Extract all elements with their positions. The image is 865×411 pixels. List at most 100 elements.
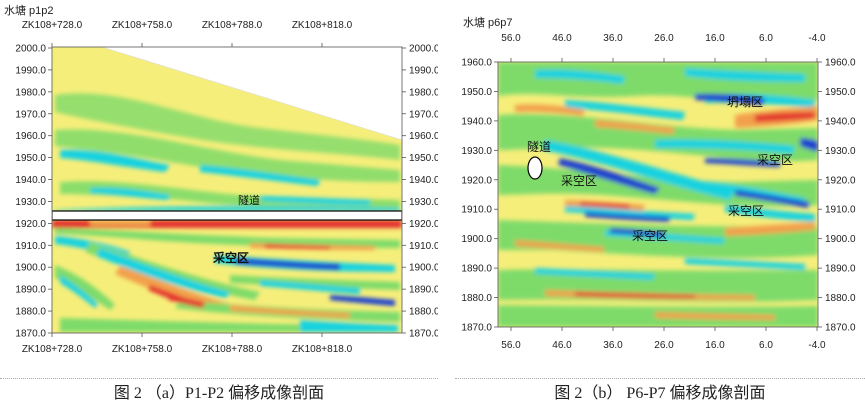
- figure-b-left-tick-label: 1870.0: [461, 323, 492, 334]
- figure-b-anomalies: [498, 62, 818, 327]
- figure-b-svg: 水塘 p6p7 56.0 46.0 36.0 26.0 16.0 6.0 -4.0 56.0…: [461, 15, 856, 351]
- figure-b-top-tick-label: 16.0: [705, 33, 725, 44]
- figure-a-left-tick-label: 1910.0: [15, 241, 46, 252]
- figure-b-image: [498, 62, 818, 327]
- figure-b-right-tick-label: 1890.0: [825, 264, 856, 275]
- figure-a-right-tick-label: 1970.0: [409, 109, 438, 120]
- figure-a-left-tick-label: 1960.0: [15, 131, 46, 142]
- figure-a-right-tick-label: 1930.0: [409, 197, 438, 208]
- figure-a-bottom-tick-label: ZK108+728.0: [22, 344, 83, 355]
- figure-b-left-tick-label: 1920.0: [461, 175, 492, 186]
- figure-b-top-tick-label: 36.0: [603, 33, 623, 44]
- figure-a-left-tick-label: 1880.0: [15, 307, 46, 318]
- figure-a-right-tick-label: 1960.0: [409, 131, 438, 142]
- figure-b-collapse-label: 坍塌区: [727, 95, 763, 109]
- figure-b-left-tick-label: 1960.0: [461, 58, 492, 69]
- figure-b-left-tick-label: 1930.0: [461, 146, 492, 157]
- figure-b-bottom-tick-label: 56.0: [501, 340, 521, 351]
- figure-b-left-tick-label: 1890.0: [461, 264, 492, 275]
- figure-b-left-y-ticks: 1960.0 1950.0 1940.0 1930.0 1920.0 1910.0 1900…: [461, 58, 498, 334]
- figure-a-top-tick-label: ZK108+818.0: [292, 20, 353, 31]
- figure-b-right-tick-label: 1960.0: [825, 58, 856, 69]
- figure-a-bottom-tick-label: ZK108+788.0: [202, 344, 263, 355]
- figure-b-bottom-tick-label: 26.0: [654, 340, 674, 351]
- figure-b-top-tick-label: 26.0: [654, 33, 674, 44]
- figure-b-right-tick-label: 1870.0: [825, 323, 856, 334]
- figure-a-left-tick-label: 1980.0: [15, 87, 46, 98]
- figure-b-right-tick-label: 1900.0: [825, 234, 856, 245]
- figure-a-title: 水塘 p1p2: [4, 3, 54, 17]
- figure-a-top-ticks: ZK108+728.0 ZK108+758.0 ZK108+788.0 ZK108+8…: [22, 20, 353, 47]
- figure-b-right-tick-label: 1880.0: [825, 293, 856, 304]
- figure-b-goaf-label-3: 采空区: [728, 204, 764, 218]
- figure-a-top-tick-label: ZK108+758.0: [112, 20, 173, 31]
- figure-a-bottom-ticks: ZK108+728.0 ZK108+758.0 ZK108+788.0 ZK108+8…: [22, 333, 353, 355]
- figure-a-caption: 图 2 （a）P1-P2 偏移成像剖面: [0, 378, 438, 409]
- figure-a-right-tick-label: 1920.0: [409, 219, 438, 230]
- figure-b-bottom-tick-label: 16.0: [705, 340, 725, 351]
- figure-a-left-tick-label: 1870.0: [15, 329, 46, 340]
- figure-a-right-tick-label: 1900.0: [409, 263, 438, 274]
- figure-a-unimaged-area: [52, 47, 402, 140]
- figure-b-goaf-label-1: 采空区: [757, 153, 793, 167]
- figure-a-right-tick-label: 1910.0: [409, 241, 438, 252]
- figure-a-svg: 水塘 p1p2 ZK108+728.0 ZK108+758.0 ZK108+788.…: [4, 3, 440, 355]
- figure-b-tunnel-label: 隧道: [527, 139, 551, 154]
- figure-a-right-tick-label: 1950.0: [409, 153, 438, 164]
- figure-a-tunnel-label: 隧道: [238, 193, 260, 207]
- figure-a-top-tick-label: ZK108+728.0: [22, 20, 83, 31]
- figure-a-top-tick-label: ZK108+788.0: [202, 20, 263, 31]
- figure-b-frame: [497, 61, 819, 328]
- figure-b: 水塘 p6p7 56.0 46.0 36.0 26.0 16.0 6.0 -4.0 56.0…: [455, 0, 865, 375]
- figure-a-lower-anomalies: [52, 220, 402, 332]
- figure-b-bottom-tick-label: 36.0: [603, 340, 623, 351]
- figure-b-tunnel-marker: [527, 156, 543, 180]
- figure-b-top-tick-label: -4.0: [808, 33, 826, 44]
- figure-a-image: [52, 47, 402, 333]
- figure-a-right-tick-label: 1890.0: [409, 285, 438, 296]
- figure-a-left-tick-label: 1900.0: [15, 263, 46, 274]
- figure-b-top-tick-label: 46.0: [552, 33, 572, 44]
- figure-b-bottom-tick-label: 46.0: [552, 340, 572, 351]
- figure-b-left-tick-label: 1900.0: [461, 234, 492, 245]
- figure-a-left-tick-label: 2000.0: [15, 44, 46, 55]
- figure-a: 水塘 p1p2 ZK108+728.0 ZK108+758.0 ZK108+788.…: [0, 0, 440, 375]
- figure-b-right-tick-label: 1910.0: [825, 205, 856, 216]
- figure-a-right-tick-label: 1980.0: [409, 87, 438, 98]
- figure-a-frame: [51, 46, 403, 334]
- figure-a-left-y-ticks: 2000.0 1990.0 1980.0 1970.0 1960.0 1950.0 1940…: [15, 44, 52, 340]
- figure-a-right-tick-label: 2000.0: [409, 44, 438, 55]
- figure-a-bottom-tick-label: ZK108+818.0: [292, 344, 353, 355]
- figure-a-left-tick-label: 1930.0: [15, 197, 46, 208]
- figure-b-goaf-label-4: 采空区: [632, 229, 668, 243]
- figure-b-top-ticks: 56.0 46.0 36.0 26.0 16.0 6.0 -4.0: [501, 33, 826, 62]
- figure-b-left-tick-label: 1950.0: [461, 87, 492, 98]
- figure-a-right-tick-label: 1870.0: [409, 329, 438, 340]
- figure-a-left-tick-label: 1890.0: [15, 285, 46, 296]
- figure-b-left-tick-label: 1910.0: [461, 205, 492, 216]
- figure-b-caption: 图 2（b） P6-P7 偏移成像剖面: [455, 378, 865, 409]
- figure-a-bottom-tick-label: ZK108+758.0: [112, 344, 173, 355]
- figure-b-title: 水塘 p6p7: [463, 15, 513, 29]
- figure-b-right-y-ticks: 1960.0 1950.0 1940.0 1930.0 1920.0 1910.0 1900…: [818, 58, 856, 334]
- figure-b-right-tick-label: 1950.0: [825, 87, 856, 98]
- figure-a-tunnel-band: [52, 210, 402, 221]
- figure-a-goaf-label: 采空区: [212, 250, 249, 265]
- figure-b-goaf-label-2: 采空区: [561, 174, 597, 188]
- figure-a-right-tick-label: 1990.0: [409, 65, 438, 76]
- figure-b-right-tick-label: 1920.0: [825, 175, 856, 186]
- figure-a-right-tick-label: 1940.0: [409, 175, 438, 186]
- figure-a-left-tick-label: 1970.0: [15, 109, 46, 120]
- figure-b-top-tick-label: 6.0: [759, 33, 773, 44]
- figure-b-left-tick-label: 1880.0: [461, 293, 492, 304]
- figure-a-upper-anomalies: [55, 93, 400, 212]
- figure-a-left-tick-label: 1940.0: [15, 175, 46, 186]
- figure-b-bottom-tick-label: 6.0: [759, 340, 773, 351]
- figure-a-right-y-ticks: 2000.0 1990.0 1980.0 1970.0 1960.0 1950.0 1940…: [402, 44, 440, 340]
- figure-b-right-tick-label: 1940.0: [825, 116, 856, 127]
- figure-a-left-tick-label: 1950.0: [15, 153, 46, 164]
- figure-b-right-tick-label: 1930.0: [825, 146, 856, 157]
- figure-a-left-tick-label: 1920.0: [15, 219, 46, 230]
- figure-a-right-tick-label: 1880.0: [409, 307, 438, 318]
- figure-b-bottom-tick-label: -4.0: [808, 340, 826, 351]
